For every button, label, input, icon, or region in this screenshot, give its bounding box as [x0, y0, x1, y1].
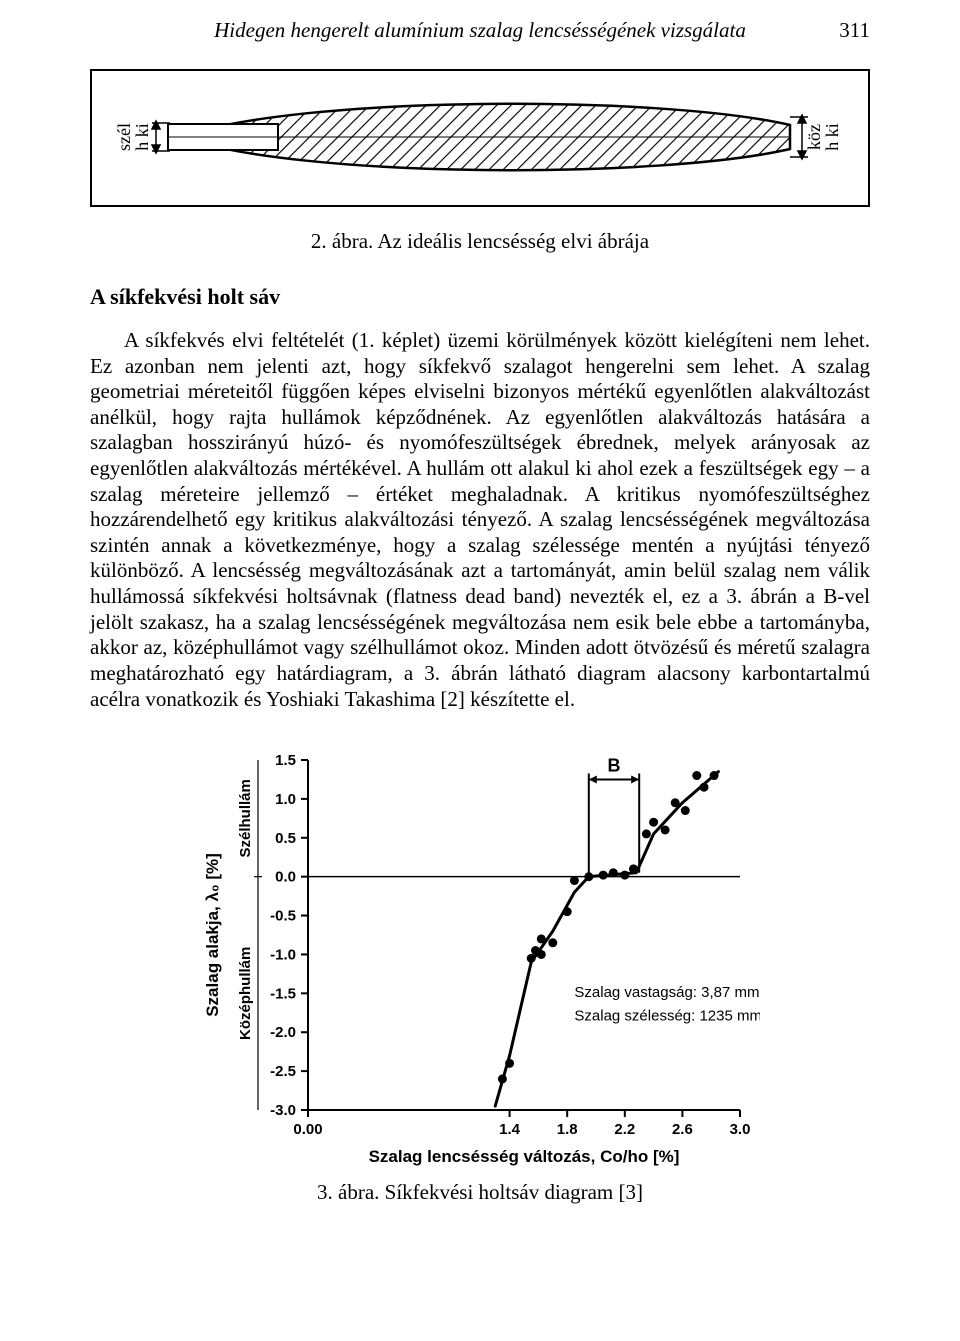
- svg-text:2.6: 2.6: [672, 1121, 693, 1138]
- svg-text:B: B: [608, 756, 621, 776]
- figure-1-svg: szél h ki: [100, 77, 860, 197]
- section-title: A síkfekvési holt sáv: [90, 284, 870, 310]
- page: Hidegen hengerelt alumínium szalag lencs…: [0, 0, 960, 1275]
- running-header: Hidegen hengerelt alumínium szalag lencs…: [90, 18, 870, 43]
- running-title: Hidegen hengerelt alumínium szalag lencs…: [142, 18, 818, 43]
- svg-text:-1.0: -1.0: [270, 947, 296, 964]
- svg-text:-3.0: -3.0: [270, 1102, 296, 1119]
- page-number: 311: [818, 18, 870, 43]
- svg-text:Szalag szélesség: 1235 mm: Szalag szélesség: 1235 mm: [574, 1008, 760, 1025]
- svg-text:Középhullám: Középhullám: [237, 947, 254, 1040]
- figure-3: 1.5 1.0 0.5 0.0 -0.5 -1.0 -1.5 -2.0 -2.5 -3.0 0.00…: [200, 740, 760, 1170]
- svg-text:0.00: 0.00: [293, 1121, 322, 1138]
- fig1-right-bottom-label: h ki: [822, 123, 842, 151]
- svg-text:3.0: 3.0: [730, 1121, 751, 1138]
- svg-text:0.0: 0.0: [275, 869, 296, 886]
- fig1-left-top-label: szél: [114, 123, 134, 151]
- svg-text:Szalag alakja, λ₀ [%]: Szalag alakja, λ₀ [%]: [203, 853, 222, 1017]
- figure-3-caption: 3. ábra. Síkfekvési holtsáv diagram [3]: [90, 1180, 870, 1205]
- svg-text:1.5: 1.5: [275, 752, 296, 769]
- figure-1-caption: 2. ábra. Az ideális lencsésség elvi ábrá…: [90, 229, 870, 254]
- svg-text:1.8: 1.8: [557, 1121, 578, 1138]
- fig1-left-bottom-label: h ki: [132, 123, 152, 151]
- body-paragraph: A síkfekvés elvi feltételét (1. képlet) …: [90, 328, 870, 712]
- svg-text:Szalag vastagság: 3,87 mm: Szalag vastagság: 3,87 mm: [574, 984, 759, 1001]
- figure-3-svg: 1.5 1.0 0.5 0.0 -0.5 -1.0 -1.5 -2.0 -2.5 -3.0 0.00…: [200, 740, 760, 1170]
- svg-text:0.5: 0.5: [275, 830, 296, 847]
- svg-text:-2.0: -2.0: [270, 1024, 296, 1041]
- svg-text:Szélhullám: Szélhullám: [237, 779, 254, 857]
- svg-text:Szalag lencsésség változás, Co: Szalag lencsésség változás, Co/ho [%]: [369, 1147, 680, 1166]
- svg-text:1.0: 1.0: [275, 791, 296, 808]
- svg-text:2.2: 2.2: [614, 1121, 635, 1138]
- fig1-right-top-label: köz: [804, 124, 824, 150]
- svg-text:-1.5: -1.5: [270, 985, 296, 1002]
- figure-1: szél h ki: [90, 69, 870, 207]
- svg-text:-0.5: -0.5: [270, 908, 296, 925]
- svg-text:1.4: 1.4: [499, 1121, 521, 1138]
- svg-text:-2.5: -2.5: [270, 1063, 296, 1080]
